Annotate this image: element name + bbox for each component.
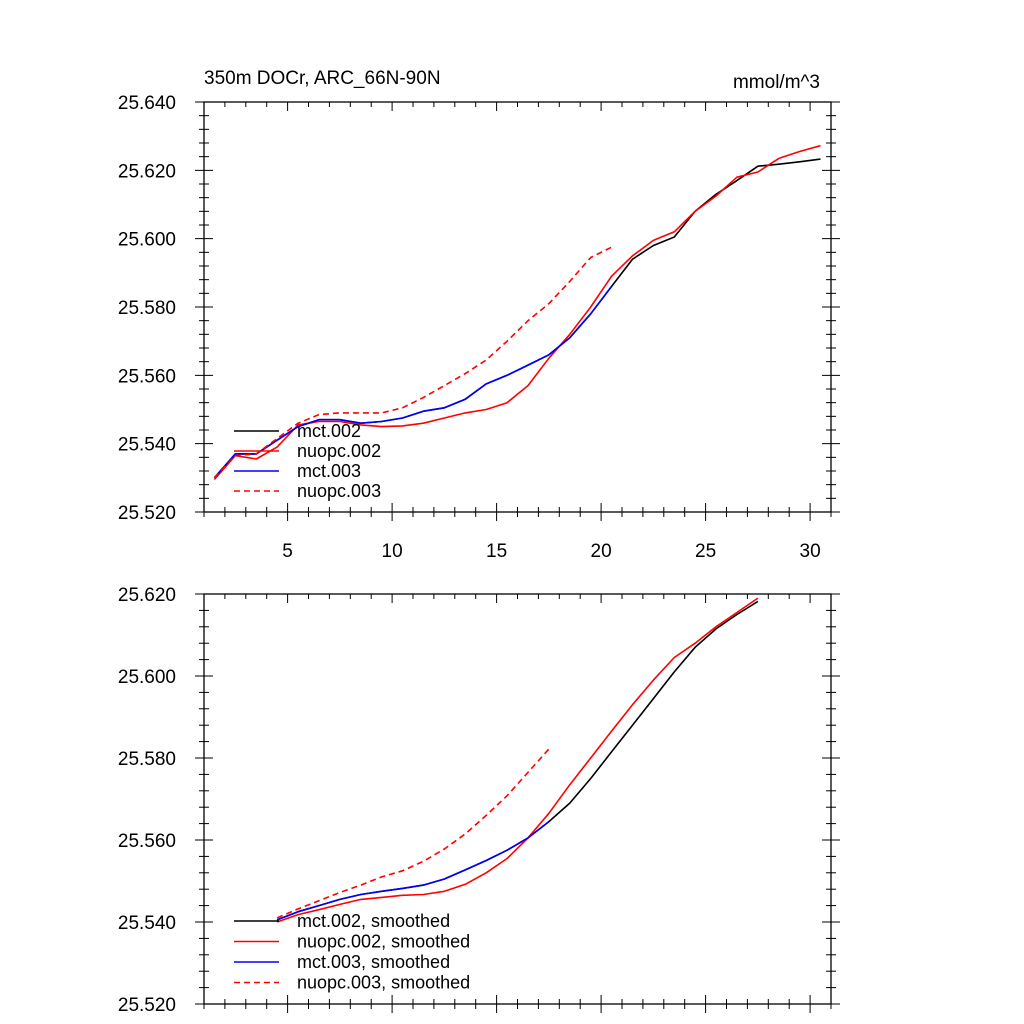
bottom-ytick-label: 25.580 bbox=[118, 749, 176, 770]
top-ytick-label: 25.640 bbox=[118, 93, 176, 114]
top-ytick-label: 25.600 bbox=[118, 230, 176, 251]
top-ytick-label: 25.560 bbox=[118, 366, 176, 387]
bottom-ytick-label: 25.620 bbox=[118, 585, 176, 606]
panel-bottom: 25.520 25.540 25.560 25.580 25.600 25.620 mct… bbox=[118, 585, 840, 1016]
top-ytick-label: 25.520 bbox=[118, 503, 176, 524]
bottom-axes: 25.520 25.540 25.560 25.580 25.600 25.620 bbox=[118, 585, 840, 1016]
bottom-ytick-label: 25.560 bbox=[118, 831, 176, 852]
bottom-series-line-2 bbox=[276, 820, 550, 921]
bottom-series-line-1 bbox=[276, 597, 759, 923]
bottom-series-lines bbox=[276, 597, 759, 923]
top-series-line-3 bbox=[213, 246, 612, 479]
bottom-legend-label: nuopc.002, smoothed bbox=[297, 932, 470, 952]
top-legend-label: mct.003 bbox=[297, 461, 361, 481]
top-series-line-2 bbox=[213, 286, 613, 479]
bottom-ytick-label: 25.600 bbox=[118, 667, 176, 688]
top-series-line-1 bbox=[213, 144, 821, 481]
bottom-ytick-label: 25.540 bbox=[118, 913, 176, 934]
top-xtick-label: 5 bbox=[282, 541, 293, 562]
top-legend-label: nuopc.002 bbox=[297, 441, 381, 461]
top-xtick-label: 15 bbox=[486, 541, 507, 562]
top-xtick-label: 25 bbox=[695, 541, 716, 562]
panel-top: 350m DOCr, ARC_66N-90N mmol/m^3 5 10 15 20 2… bbox=[118, 68, 840, 562]
bottom-legend-label: nuopc.003, smoothed bbox=[297, 973, 470, 993]
top-xtick-label: 10 bbox=[382, 541, 403, 562]
top-ytick-label: 25.540 bbox=[118, 435, 176, 456]
top-axes: 5 10 15 20 25 30 25.520 25.540 25.560 25.580 25.60… bbox=[118, 93, 840, 562]
units-label: mmol/m^3 bbox=[733, 72, 820, 93]
bottom-series-line-3 bbox=[276, 748, 550, 919]
top-legend-label: mct.002 bbox=[297, 421, 361, 441]
top-xtick-label: 30 bbox=[800, 541, 821, 562]
bottom-plot-frame bbox=[203, 593, 832, 1005]
top-plot-frame bbox=[203, 101, 832, 513]
top-ytick-label: 25.580 bbox=[118, 298, 176, 319]
top-xtick-label: 20 bbox=[591, 541, 612, 562]
top-series-lines bbox=[213, 144, 821, 481]
top-ytick-label: 25.620 bbox=[118, 161, 176, 182]
top-legend-label: nuopc.003 bbox=[297, 481, 381, 501]
bottom-legend-label: mct.003, smoothed bbox=[297, 952, 450, 972]
chart-title: 350m DOCr, ARC_66N-90N bbox=[204, 68, 441, 89]
bottom-legend-label: mct.002, smoothed bbox=[297, 911, 450, 931]
bottom-ytick-label: 25.520 bbox=[118, 995, 176, 1016]
